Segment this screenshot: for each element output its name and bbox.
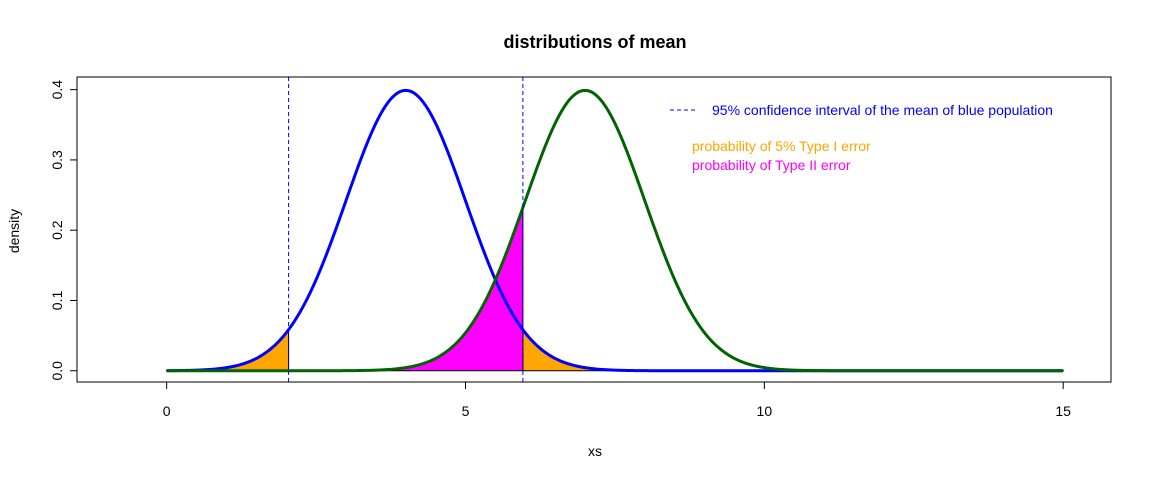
plot-area xyxy=(165,77,1064,382)
chart-title: distributions of mean xyxy=(503,32,686,52)
series-line-0 xyxy=(166,88,1064,373)
y-tick-label: 0.4 xyxy=(49,80,65,100)
x-tick-label: 10 xyxy=(757,403,773,419)
plot-frame xyxy=(76,76,1112,383)
y-tick-label: 0.1 xyxy=(49,291,65,311)
legend-entry-type-ii-error: probability of Type II error xyxy=(692,157,851,173)
y-axis-label: density xyxy=(6,209,22,253)
y-tick-label: 0.3 xyxy=(49,150,65,170)
axes: 0 5 10 15 0.0 0.1 0.2 0.3 0.4 xyxy=(49,80,1071,419)
series-line-1 xyxy=(166,88,1064,373)
legend: 95% confidence interval of the mean of b… xyxy=(670,102,1053,173)
y-tick-label: 0.2 xyxy=(49,220,65,240)
legend-entry-type-i-error: probability of 5% Type I error xyxy=(692,138,871,154)
shaded-region-type1-1 xyxy=(522,328,1064,372)
x-tick-label: 0 xyxy=(163,403,171,419)
y-tick-label: 0.0 xyxy=(49,361,65,381)
x-tick-label: 5 xyxy=(462,403,470,419)
x-tick-label: 15 xyxy=(1055,403,1071,419)
x-axis-label: xs xyxy=(588,443,602,459)
shaded-region-type2-2 xyxy=(165,207,524,372)
legend-entry-confidence-interval: 95% confidence interval of the mean of b… xyxy=(712,102,1053,118)
